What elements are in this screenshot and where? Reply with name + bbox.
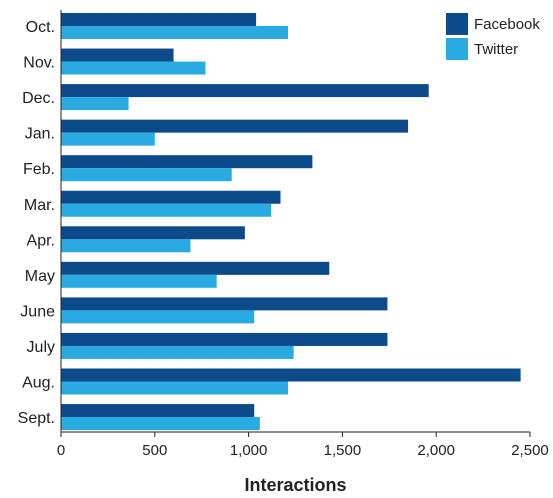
x-tick-label: 2,000 — [417, 442, 455, 459]
facebook-bar — [61, 84, 429, 98]
facebook-bar — [61, 368, 521, 382]
facebook-bar — [61, 297, 388, 311]
twitter-legend-swatch — [446, 38, 468, 60]
twitter-bar — [61, 61, 206, 75]
twitter-bar — [61, 381, 288, 395]
facebook-bar — [61, 155, 313, 169]
facebook-legend-swatch — [446, 13, 468, 35]
category-label: Sept. — [18, 410, 55, 427]
facebook-bar — [61, 332, 388, 346]
twitter-bar — [61, 132, 155, 146]
facebook-bar — [61, 404, 255, 418]
category-label: May — [25, 268, 55, 285]
facebook-legend-label: Facebook — [474, 16, 540, 33]
twitter-bar — [61, 26, 288, 39]
twitter-bar — [61, 310, 255, 324]
category-label: June — [20, 303, 55, 320]
x-axis-title: Interactions — [244, 475, 346, 495]
twitter-bar — [61, 417, 260, 431]
x-tick-label: 1,000 — [230, 442, 268, 459]
category-label: Dec. — [22, 90, 55, 107]
category-label: Jan. — [25, 126, 55, 143]
twitter-bar — [61, 203, 272, 217]
facebook-bar — [61, 119, 409, 133]
category-label: Apr. — [27, 232, 55, 249]
twitter-bar — [61, 168, 232, 182]
facebook-bar — [61, 261, 330, 275]
category-label: Mar. — [24, 197, 55, 214]
facebook-bar — [61, 190, 281, 204]
twitter-bar — [61, 97, 129, 111]
category-label: Oct. — [26, 19, 55, 36]
twitter-legend-label: Twitter — [474, 41, 518, 58]
twitter-bar — [61, 345, 294, 359]
legend: Facebook Twitter — [446, 13, 540, 60]
x-tick-label: 1,500 — [324, 442, 362, 459]
x-axis-ticks: 0 500 1,000 1,500 2,000 2,500 — [57, 432, 549, 459]
x-tick-label: 500 — [142, 442, 167, 459]
category-label: July — [27, 339, 55, 356]
x-tick-label: 2,500 — [511, 442, 549, 459]
twitter-bar — [61, 274, 217, 288]
category-label: Aug. — [22, 375, 55, 392]
facebook-bar — [61, 226, 245, 240]
x-tick-label: 0 — [57, 442, 65, 459]
category-labels: Oct. Nov. Dec. Jan. Feb. Mar. Apr. May June July A… — [18, 19, 55, 427]
category-label: Feb. — [23, 161, 55, 178]
facebook-bar — [61, 48, 174, 62]
twitter-bar — [61, 239, 191, 253]
facebook-bar — [61, 13, 257, 26]
category-label: Nov. — [23, 55, 55, 72]
bars — [61, 13, 521, 431]
